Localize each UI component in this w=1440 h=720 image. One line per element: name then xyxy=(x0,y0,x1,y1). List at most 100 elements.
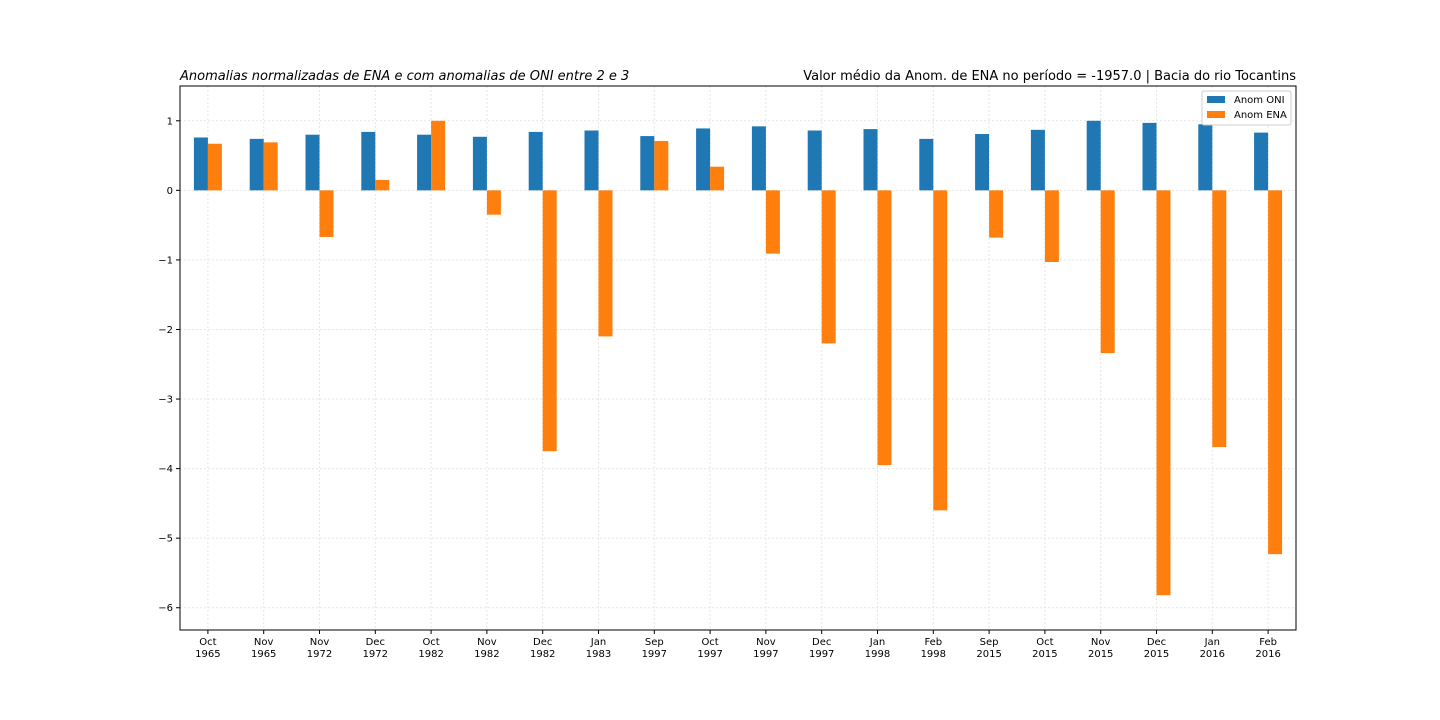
bar-anom-ena xyxy=(821,190,836,344)
bar-anom-oni xyxy=(807,130,822,191)
x-tick-label-year: 1982 xyxy=(418,649,443,660)
x-tick-label-year: 1997 xyxy=(753,649,778,660)
x-tick-label-month: Sep xyxy=(980,637,999,648)
x-tick-label-month: Oct xyxy=(1036,637,1053,648)
legend-swatch-ena xyxy=(1207,111,1225,118)
y-axis: 1 0 −1 −2 −3 −4 −5 −6 xyxy=(158,116,180,614)
x-tick-label-month: Jan xyxy=(590,637,606,648)
x-tick-label-month: Nov xyxy=(1091,637,1111,648)
x-tick-label-year: 1982 xyxy=(474,649,499,660)
chart-title-right: Valor médio da Anom. de ENA no período =… xyxy=(803,69,1296,84)
bar-anom-oni xyxy=(1254,132,1269,191)
bar-anom-ena xyxy=(1212,190,1227,448)
bar-anom-ena xyxy=(933,190,948,511)
x-tick-label-month: Nov xyxy=(756,637,776,648)
x-tick-label-month: Dec xyxy=(366,637,385,648)
bar-anom-oni xyxy=(361,131,376,191)
x-tick-label-year: 1983 xyxy=(586,649,611,660)
x-tick-label-month: Oct xyxy=(422,637,439,648)
bar-anom-oni xyxy=(751,126,766,191)
y-tick-label: −3 xyxy=(158,395,173,406)
x-tick-label-year: 1998 xyxy=(921,649,946,660)
bar-anom-ena xyxy=(207,143,222,191)
bar-anom-ena xyxy=(1268,190,1283,555)
legend-label-ena: Anom ENA xyxy=(1234,110,1287,121)
x-tick-label-month: Jan xyxy=(869,637,885,648)
legend-swatch-oni xyxy=(1207,96,1225,103)
bar-anom-oni xyxy=(975,134,990,191)
bar-anom-ena xyxy=(654,140,669,191)
bar-anom-ena xyxy=(319,190,334,237)
bar-anom-oni xyxy=(472,136,487,191)
x-tick-label-year: 2015 xyxy=(1032,649,1057,660)
bar-anom-ena xyxy=(1156,190,1171,596)
bar-anom-ena xyxy=(710,166,725,191)
bar-anom-ena xyxy=(989,190,1004,238)
bar-anom-oni xyxy=(1030,129,1045,191)
bar-anom-oni xyxy=(417,134,432,191)
x-axis: Oct1965Nov1965Nov1972Dec1972Oct1982Nov19… xyxy=(195,630,1281,660)
x-tick-label-month: Dec xyxy=(533,637,552,648)
x-tick-label-year: 1965 xyxy=(195,649,220,660)
x-tick-label-year: 1997 xyxy=(697,649,722,660)
y-tick-label: −4 xyxy=(158,464,173,475)
y-tick-label: −1 xyxy=(158,255,173,266)
bar-anom-ena xyxy=(877,190,892,466)
y-tick-label: 1 xyxy=(167,116,173,127)
x-tick-label-month: Feb xyxy=(1259,637,1277,648)
x-tick-label-year: 1982 xyxy=(530,649,555,660)
chart-title-left: Anomalias normalizadas de ENA e com anom… xyxy=(179,69,629,84)
y-tick-label: −5 xyxy=(158,534,173,545)
plot-frame xyxy=(179,85,1297,631)
bar-anom-oni xyxy=(193,137,208,191)
bar-anom-oni xyxy=(640,136,655,191)
bars xyxy=(193,120,1283,596)
bar-anom-ena xyxy=(431,120,446,191)
y-tick-label: −2 xyxy=(158,325,173,336)
bar-anom-ena xyxy=(375,179,390,191)
bar-anom-oni xyxy=(1142,122,1157,191)
x-tick-label-year: 2015 xyxy=(1088,649,1113,660)
x-tick-label-month: Nov xyxy=(477,637,497,648)
x-tick-label-year: 1997 xyxy=(642,649,667,660)
x-tick-label-year: 1998 xyxy=(865,649,890,660)
bar-anom-oni xyxy=(305,134,320,191)
x-tick-label-month: Dec xyxy=(1147,637,1166,648)
x-tick-label-year: 2016 xyxy=(1255,649,1280,660)
x-tick-label-year: 1965 xyxy=(251,649,276,660)
x-tick-label-month: Feb xyxy=(924,637,942,648)
bar-anom-oni xyxy=(584,130,599,191)
bar-anom-oni xyxy=(919,138,934,191)
x-tick-label-month: Jan xyxy=(1204,637,1220,648)
legend-label-oni: Anom ONI xyxy=(1234,95,1285,106)
bar-anom-oni xyxy=(528,131,543,191)
bar-anom-ena xyxy=(765,190,780,254)
bar-anom-ena xyxy=(542,190,557,452)
bar-anom-oni xyxy=(249,138,264,191)
y-tick-label: −6 xyxy=(158,603,173,614)
bar-anom-oni xyxy=(1198,124,1213,191)
x-tick-label-month: Dec xyxy=(812,637,831,648)
bar-anom-oni xyxy=(1086,120,1101,191)
x-tick-label-year: 2015 xyxy=(976,649,1001,660)
bar-anom-oni xyxy=(863,129,878,191)
x-tick-label-month: Nov xyxy=(310,637,330,648)
x-tick-label-year: 1997 xyxy=(809,649,834,660)
bar-anom-ena xyxy=(598,190,613,337)
x-tick-label-year: 2016 xyxy=(1200,649,1225,660)
x-tick-label-month: Oct xyxy=(701,637,718,648)
x-tick-label-month: Nov xyxy=(254,637,274,648)
x-tick-label-month: Sep xyxy=(645,637,664,648)
x-tick-label-year: 1972 xyxy=(363,649,388,660)
bar-anom-ena xyxy=(486,190,501,215)
x-tick-label-month: Oct xyxy=(199,637,216,648)
legend: Anom ONI Anom ENA xyxy=(1201,90,1292,126)
grid xyxy=(180,86,1296,630)
x-tick-label-year: 1972 xyxy=(307,649,332,660)
x-tick-label-year: 2015 xyxy=(1144,649,1169,660)
bar-anom-oni xyxy=(696,128,711,191)
bar-anom-ena xyxy=(1044,190,1059,262)
bar-anom-ena xyxy=(1100,190,1115,354)
y-tick-label: 0 xyxy=(167,186,173,197)
